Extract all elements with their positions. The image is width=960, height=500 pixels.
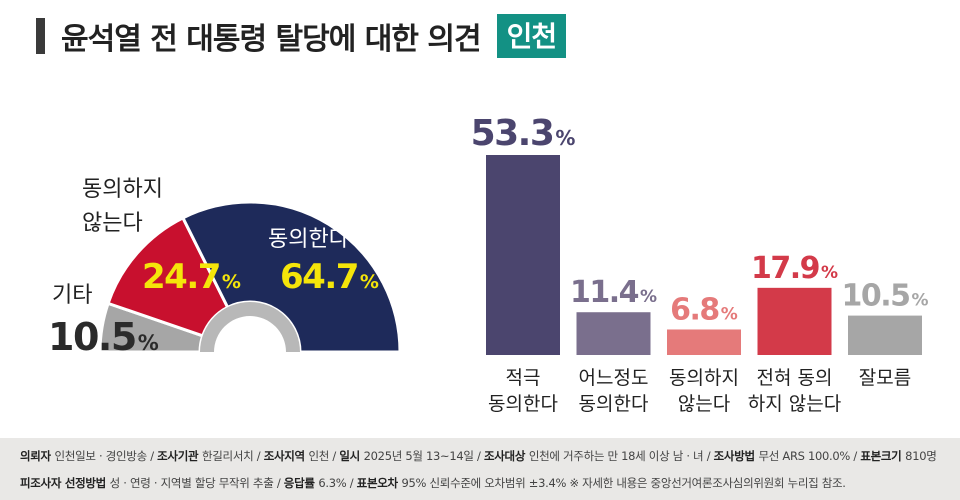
bar-value-1: 53.3% bbox=[471, 113, 576, 154]
bar-value-5: 10.5% bbox=[841, 279, 928, 314]
title-bar: 윤석열 전 대통령 탈당에 대한 의견 인천 bbox=[36, 14, 567, 58]
footer-item-label: 표본오차 bbox=[356, 476, 402, 490]
bar-label-3: 동의하지 않는다 bbox=[669, 367, 739, 415]
footer-separator: / bbox=[346, 476, 357, 490]
footer-separator: / bbox=[703, 449, 714, 463]
bar-5 bbox=[848, 315, 922, 355]
bar-3 bbox=[667, 329, 741, 355]
bar-label-4: 전혀 동의 하지 않는다 bbox=[748, 367, 841, 415]
bar-value-4: 17.9% bbox=[751, 251, 838, 286]
donut-inner-ring bbox=[200, 302, 300, 352]
footer-separator: / bbox=[273, 476, 284, 490]
footer-item-value: 인천 bbox=[308, 449, 330, 463]
footer-separator: / bbox=[850, 449, 861, 463]
donut-value-other: 10.5% bbox=[48, 315, 159, 359]
footer-note: ※ 자세한 내용은 중앙선거여론조사심의위원회 누리집 참조. bbox=[566, 476, 846, 490]
footer-item-value: 인천일보 · 경인방송 bbox=[54, 449, 148, 463]
footer-separator: / bbox=[473, 449, 484, 463]
footer-item-label: 응답률 bbox=[283, 476, 319, 490]
bar-4 bbox=[757, 287, 832, 355]
footer-separator: / bbox=[146, 449, 158, 463]
footer-item-label: 조사방법 bbox=[713, 449, 759, 463]
footer-item-label: 일시 bbox=[339, 449, 364, 463]
footer-item-label: 조사대상 bbox=[483, 449, 529, 463]
survey-info-footer: 의뢰자 인천일보 · 경인방송 / 조사기관 한길리서치 / 조사지역 인천 /… bbox=[0, 438, 960, 500]
bar-label-1: 적극 동의한다 bbox=[488, 367, 558, 415]
footer-item-value: 810명 bbox=[905, 449, 937, 463]
donut-value-disagree: 24.7% bbox=[142, 257, 241, 297]
chart-title: 윤석열 전 대통령 탈당에 대한 의견 bbox=[61, 22, 482, 57]
donut-label-disagree: 동의하지 않는다 bbox=[82, 177, 163, 236]
donut-slice-agree bbox=[180, 200, 402, 354]
region-badge: 인천 bbox=[496, 14, 567, 58]
bar-label-5: 잘모름 bbox=[859, 367, 911, 389]
donut-label-other: 기타 bbox=[52, 283, 92, 308]
footer-item-value: 한길리서치 bbox=[201, 449, 254, 463]
bar-value-3: 6.8% bbox=[670, 292, 738, 327]
footer-item-label: 표본크기 bbox=[860, 449, 906, 463]
footer-item-label: 의뢰자 bbox=[20, 449, 55, 463]
footer-item-label: 조사기관 bbox=[157, 449, 202, 463]
footer-item-value: 무선 ARS 100.0% bbox=[758, 449, 851, 463]
footer-line-1: 의뢰자 인천일보 · 경인방송 / 조사기관 한길리서치 / 조사지역 인천 /… bbox=[20, 448, 937, 464]
footer-item-value: 2025년 5월 13~14일 bbox=[363, 449, 474, 463]
bar-2 bbox=[576, 312, 651, 355]
footer-separator: / bbox=[253, 449, 264, 463]
footer-item-value: 95% 신뢰수준에 오차범위 ±3.4% bbox=[401, 476, 567, 490]
bar-1 bbox=[486, 155, 560, 355]
footer-item-value: 성 · 연령 · 지역별 할당 무작위 추출 bbox=[109, 476, 274, 490]
bar-value-2: 11.4% bbox=[570, 275, 657, 310]
chart-canvas: 기타 10.5% 동의하지 않는다 24.7 % 동의한다 64.7 % 53.3 % 적극 동의한다 1… bbox=[48, 113, 929, 415]
footer-separator: / bbox=[329, 449, 340, 463]
title-accent-bar bbox=[36, 18, 45, 54]
donut-value-agree: 64.7% bbox=[280, 257, 379, 297]
footer-item-label: 조사지역 bbox=[263, 449, 309, 463]
bar-label-2: 어느정도 동의한다 bbox=[579, 367, 649, 415]
footer-item-value: 6.3% bbox=[318, 476, 347, 490]
footer-item-label: 피조사자 선정방법 bbox=[20, 476, 110, 490]
footer-item-value: 인천에 거주하는 만 18세 이상 남 · 녀 bbox=[528, 449, 704, 463]
footer-line-2: 피조사자 선정방법 성 · 연령 · 지역별 할당 무작위 추출 / 응답률 6… bbox=[20, 475, 846, 491]
donut-label-agree: 동의한다 bbox=[268, 227, 349, 252]
